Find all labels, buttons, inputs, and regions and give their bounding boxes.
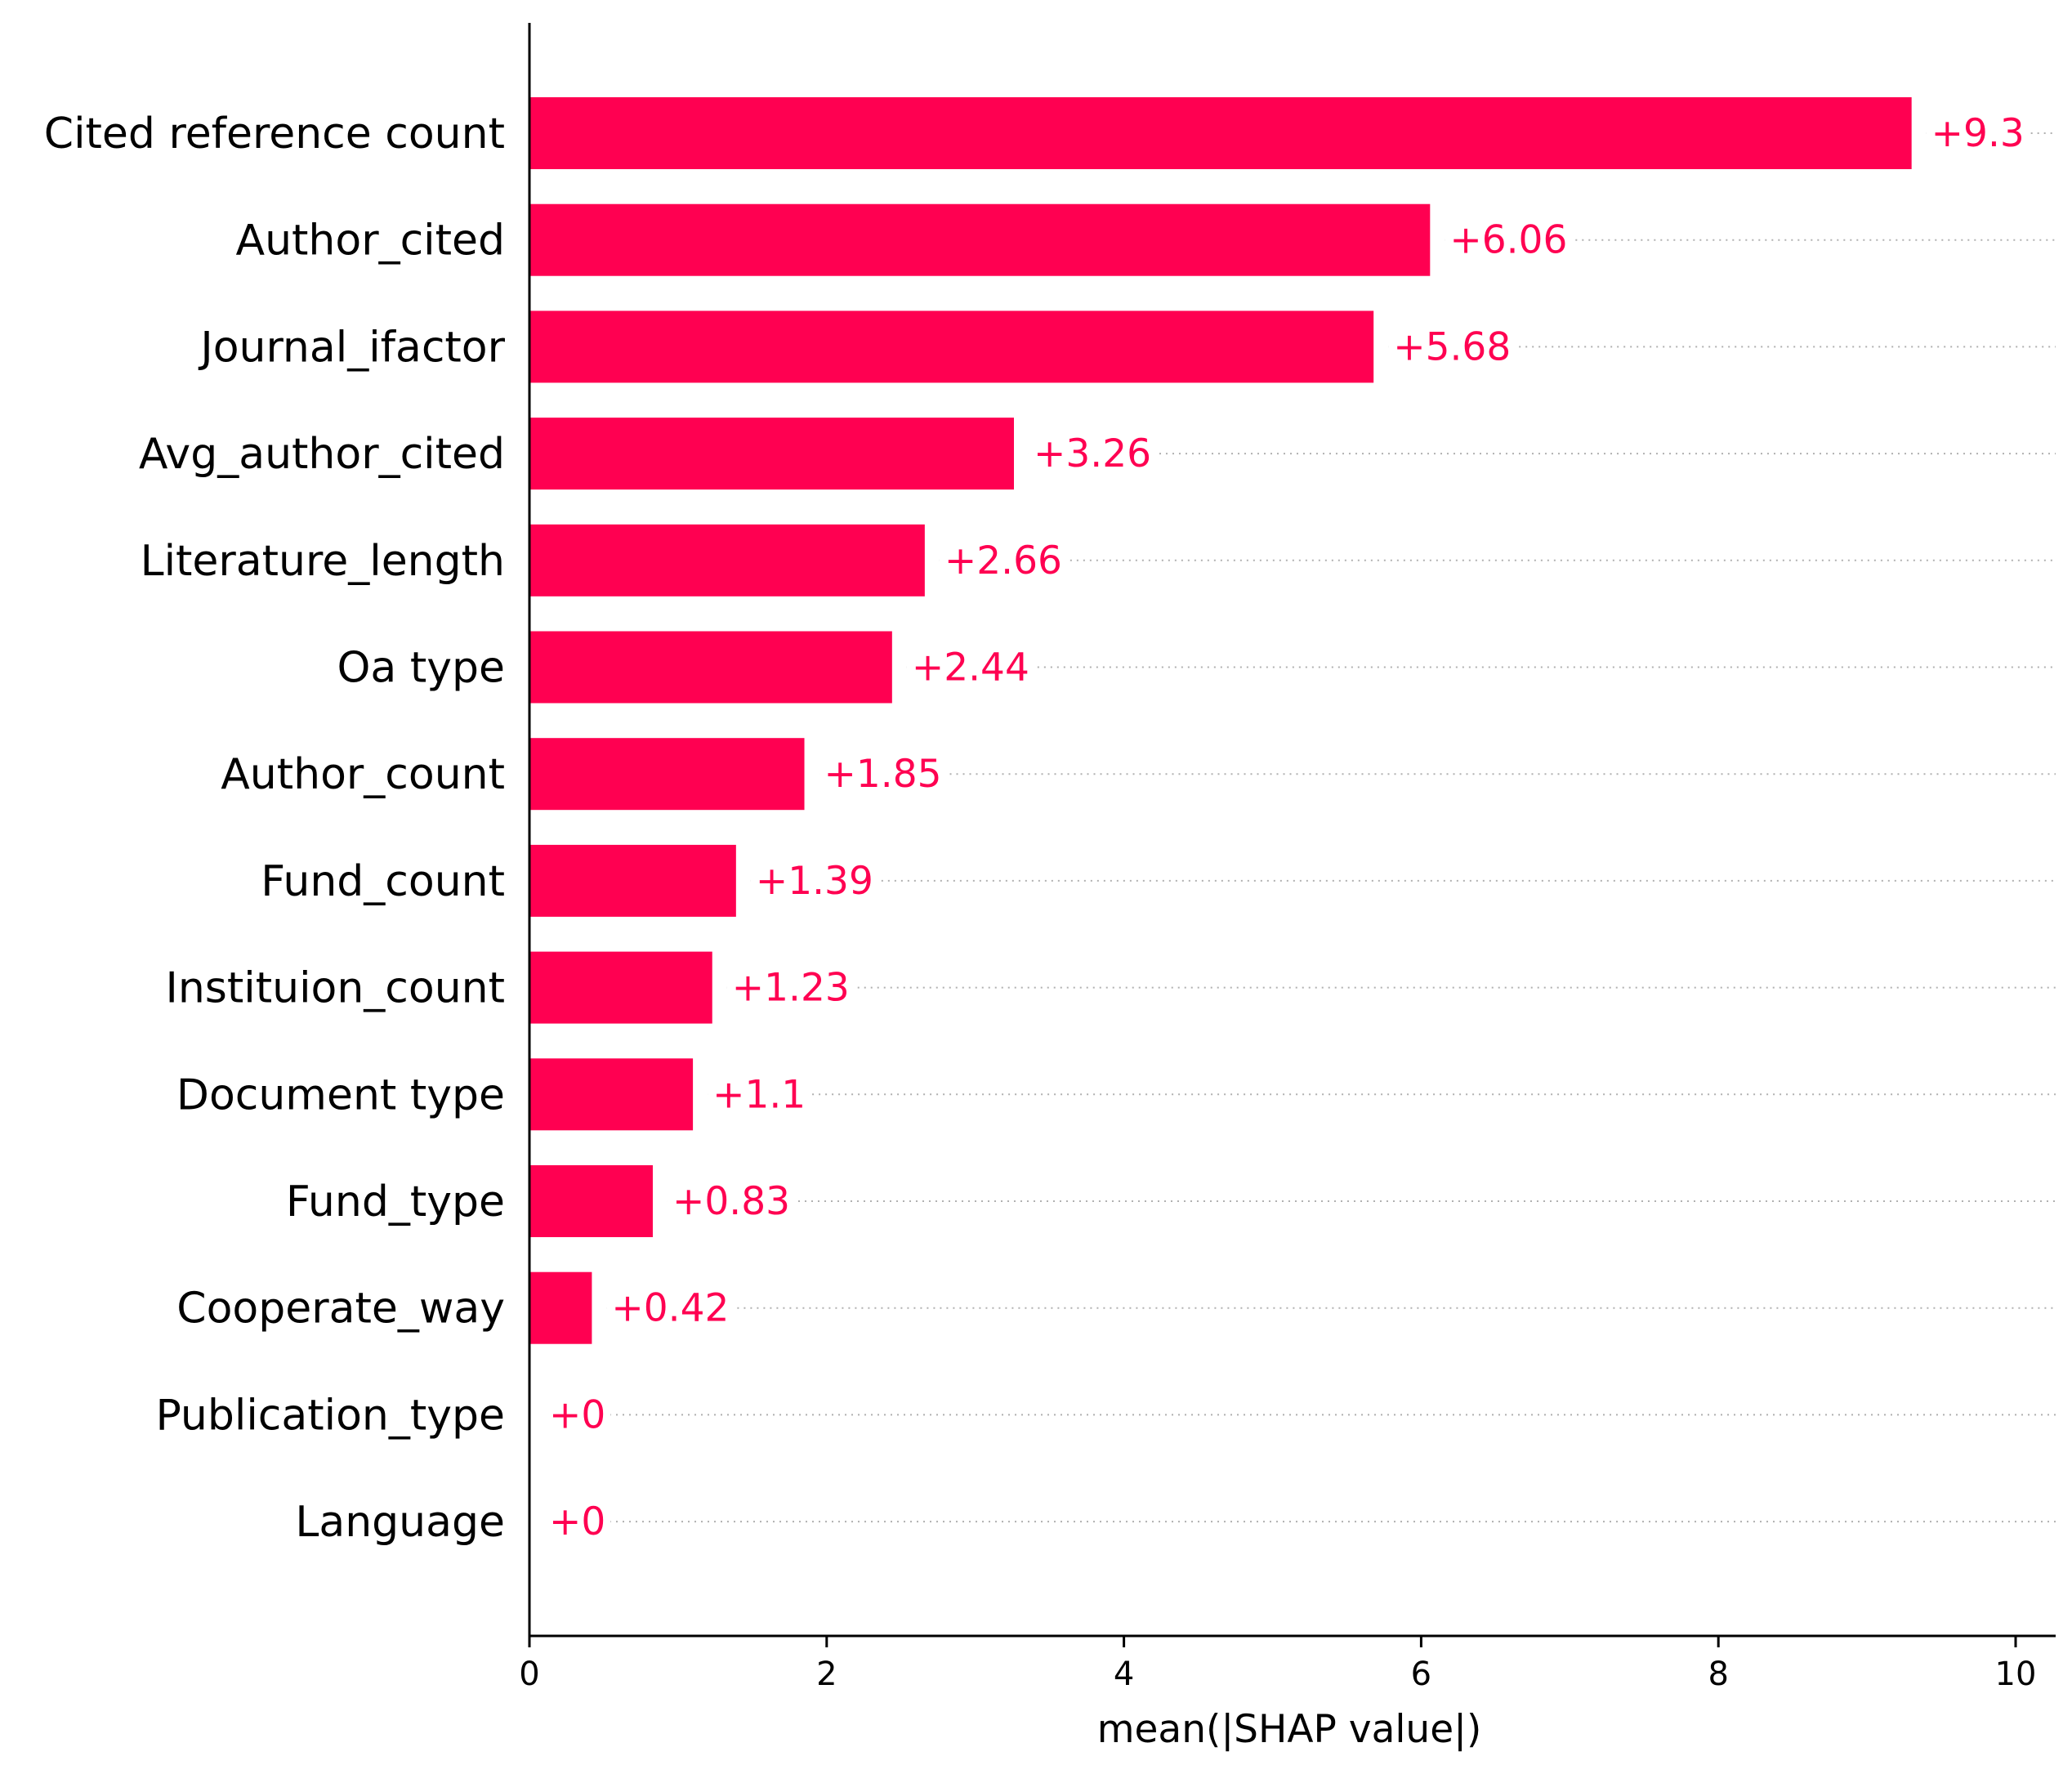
value-label: +1.85 xyxy=(824,752,942,797)
bar-literature-length xyxy=(529,524,925,597)
bars xyxy=(529,97,1912,1344)
feature-label: Document type xyxy=(176,1070,505,1119)
bar-oa-type xyxy=(529,631,892,704)
feature-labels: Cited reference count Author_cited Journal… xyxy=(44,109,506,1547)
feature-label: Cooperate_way xyxy=(176,1285,505,1334)
value-label-background xyxy=(1388,323,1516,372)
feature-label: Instituion_count xyxy=(166,964,506,1013)
feature-label: Publication_type xyxy=(155,1391,505,1440)
value-label-background xyxy=(544,1391,611,1440)
value-label: +2.66 xyxy=(944,538,1062,583)
value-label: +0.42 xyxy=(611,1286,729,1331)
bar-document-type xyxy=(529,1058,694,1131)
bar-cited-reference-count xyxy=(529,97,1912,169)
value-label: +0.83 xyxy=(672,1179,790,1224)
feature-label: Fund_type xyxy=(286,1177,505,1227)
value-label-background xyxy=(667,1177,796,1226)
value-label: +9.3 xyxy=(1931,111,2025,156)
x-tick-label: 6 xyxy=(1411,1656,1431,1693)
value-label-background xyxy=(819,750,947,799)
value-label-background xyxy=(544,1498,611,1547)
feature-label: Journal_ifactor xyxy=(198,323,505,372)
feature-label: Literature_length xyxy=(141,537,505,586)
value-label: +1.1 xyxy=(712,1072,806,1117)
value-label-background xyxy=(1445,216,1573,265)
value-label-background xyxy=(726,963,855,1012)
bar-cooperate-way xyxy=(529,1271,592,1344)
feature-label: Avg_author_cited xyxy=(139,430,505,479)
value-label: +0 xyxy=(549,1392,605,1437)
value-label: +3.26 xyxy=(1034,431,1151,476)
value-label-background xyxy=(1028,430,1157,479)
value-label-background xyxy=(939,536,1067,585)
x-tick-label: 2 xyxy=(816,1656,837,1693)
x-tick-label: 8 xyxy=(1708,1656,1728,1693)
value-label: +1.23 xyxy=(732,966,850,1011)
feature-label: Oa type xyxy=(337,644,506,693)
x-tick-label: 4 xyxy=(1114,1656,1134,1693)
bar-fund-count xyxy=(529,844,736,917)
x-axis-title: mean(|SHAP value|) xyxy=(1097,1707,1482,1752)
value-label-background xyxy=(906,643,1034,692)
bar-avg-author-cited xyxy=(529,418,1014,490)
value-label-background xyxy=(750,856,878,905)
x-tick-label: 0 xyxy=(519,1656,539,1693)
value-label-background xyxy=(606,1284,735,1333)
x-tick-label: 10 xyxy=(1995,1656,2037,1693)
bar-author-count xyxy=(529,738,805,811)
feature-label: Language xyxy=(295,1498,505,1547)
bar-fund-type xyxy=(529,1165,653,1237)
value-label: +1.39 xyxy=(756,859,873,904)
value-label-background xyxy=(1926,109,2030,158)
value-labels: +9.3 +6.06 +5.68 +3.26 +2.66 +2.44 +1.85 +1.39 +… xyxy=(544,109,2030,1547)
value-label: +0 xyxy=(549,1499,605,1544)
axes: 0 2 4 6 8 10 xyxy=(519,23,2056,1693)
value-label: +2.44 xyxy=(912,646,1029,690)
value-label-background xyxy=(708,1070,811,1119)
bar-author-cited xyxy=(529,203,1431,276)
value-label: +5.68 xyxy=(1393,324,1511,369)
bar-journal-ifactor xyxy=(529,311,1374,383)
feature-label: Cited reference count xyxy=(44,109,505,159)
feature-label: Author_cited xyxy=(236,217,506,266)
value-label: +6.06 xyxy=(1449,218,1567,263)
bar-instituion-count xyxy=(529,951,712,1024)
feature-label: Fund_count xyxy=(261,857,505,906)
feature-label: Author_count xyxy=(221,750,505,799)
